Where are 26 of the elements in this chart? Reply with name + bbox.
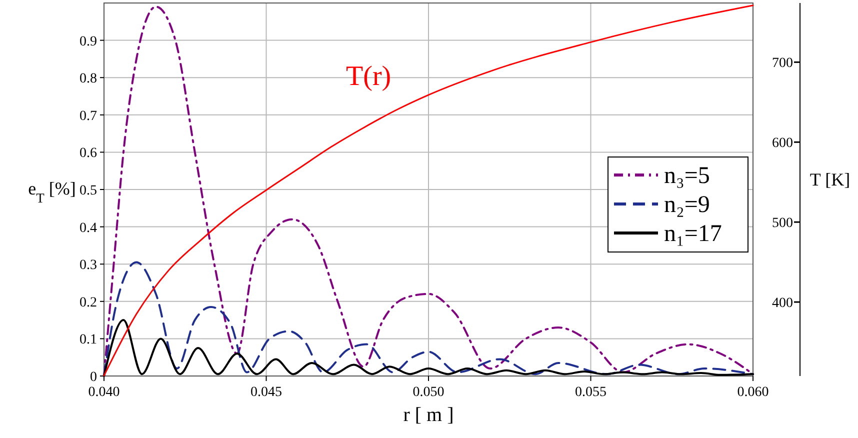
- y-axis-title: e$_{T}$ [%]: [28, 178, 76, 205]
- series-label: T(r): [346, 61, 392, 92]
- y-tick-label: 0.3: [80, 258, 97, 274]
- x-axis-title: r [ m ]: [403, 404, 454, 426]
- y2-tick-label: 500: [772, 216, 793, 232]
- y-tick-label: 0: [90, 370, 97, 385]
- y-tick-label: 0.1: [80, 332, 97, 348]
- x-tick-label: 0.045: [250, 385, 282, 400]
- x-tick-label: 0.055: [575, 385, 606, 400]
- y2-tick-label: 600: [772, 136, 793, 152]
- y-tick-label: 0.7: [80, 108, 97, 124]
- y-tick-label: 0.5: [80, 184, 97, 198]
- y2-axis-title: T [K]: [810, 170, 850, 190]
- y-tick-label: 0.2: [80, 295, 97, 310]
- legend-label: n₂=9: [664, 192, 710, 218]
- x-tick-label: 0.050: [412, 385, 444, 400]
- y-tick-label: 0.6: [80, 146, 97, 162]
- y-tick-label: 0.9: [80, 34, 97, 50]
- x-tick-label: 0.060: [737, 385, 769, 400]
- y2-tick-label: 400: [772, 296, 793, 312]
- y-tick-label: 0.8: [80, 72, 97, 87]
- legend-label: n₁=17: [664, 221, 722, 247]
- x-tick-label: 0.040: [88, 385, 120, 400]
- y-tick-label: 0.4: [80, 220, 97, 236]
- legend-label: n₃=5: [664, 163, 710, 189]
- y2-tick-label: 700: [772, 56, 793, 72]
